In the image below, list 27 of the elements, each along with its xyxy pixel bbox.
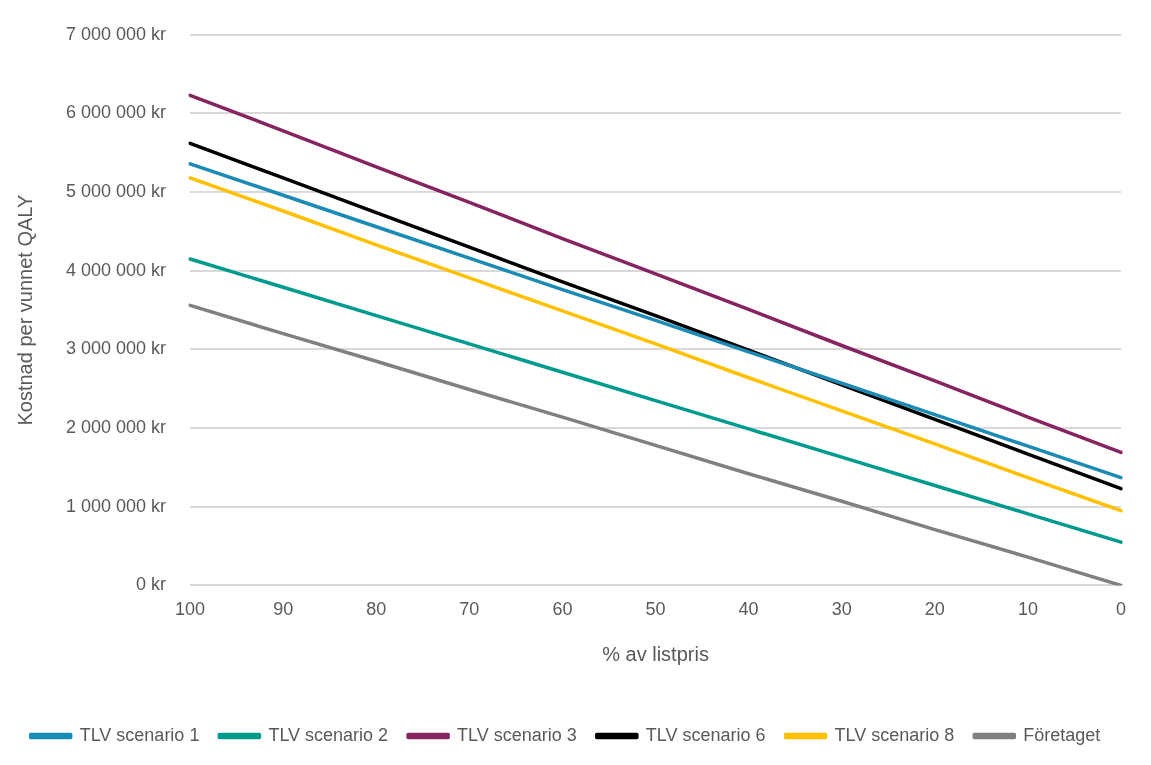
- legend-label: Företaget: [1023, 724, 1101, 745]
- x-tick-label: 100: [175, 599, 206, 620]
- x-tick-label: 80: [366, 599, 387, 620]
- y-tick-label: 6 000 000 kr: [65, 102, 167, 123]
- y-axis-title: Kostnad per vunnet QALY: [13, 194, 36, 426]
- y-tick-label: 2 000 000 kr: [65, 417, 167, 438]
- y-tick-label: 5 000 000 kr: [65, 181, 167, 202]
- x-tick-label: 90: [273, 599, 294, 620]
- legend-label: TLV scenario 8: [834, 724, 955, 745]
- x-tick-label: 50: [645, 599, 666, 620]
- x-tick-label: 0: [1115, 599, 1127, 620]
- legend-label: TLV scenario 6: [645, 724, 766, 745]
- x-tick-label: 40: [738, 599, 759, 620]
- y-tick-label: 0 kr: [136, 574, 167, 595]
- x-tick-label: 30: [831, 599, 852, 620]
- y-tick-label: 4 000 000 kr: [65, 259, 167, 280]
- legend-label: TLV scenario 3: [457, 724, 577, 745]
- x-tick-label: 10: [1017, 599, 1038, 620]
- x-axis-title: % av listpris: [602, 642, 709, 665]
- x-tick-label: 70: [459, 599, 480, 620]
- x-tick-label: 60: [552, 599, 573, 620]
- y-tick-label: 3 000 000 kr: [65, 338, 167, 359]
- y-tick-label: 1 000 000 kr: [65, 495, 167, 516]
- legend-label: TLV scenario 1: [79, 724, 200, 745]
- x-tick-label: 20: [924, 599, 945, 620]
- y-tick-label: 7 000 000 kr: [65, 23, 167, 44]
- legend-label: TLV scenario 2: [268, 724, 389, 745]
